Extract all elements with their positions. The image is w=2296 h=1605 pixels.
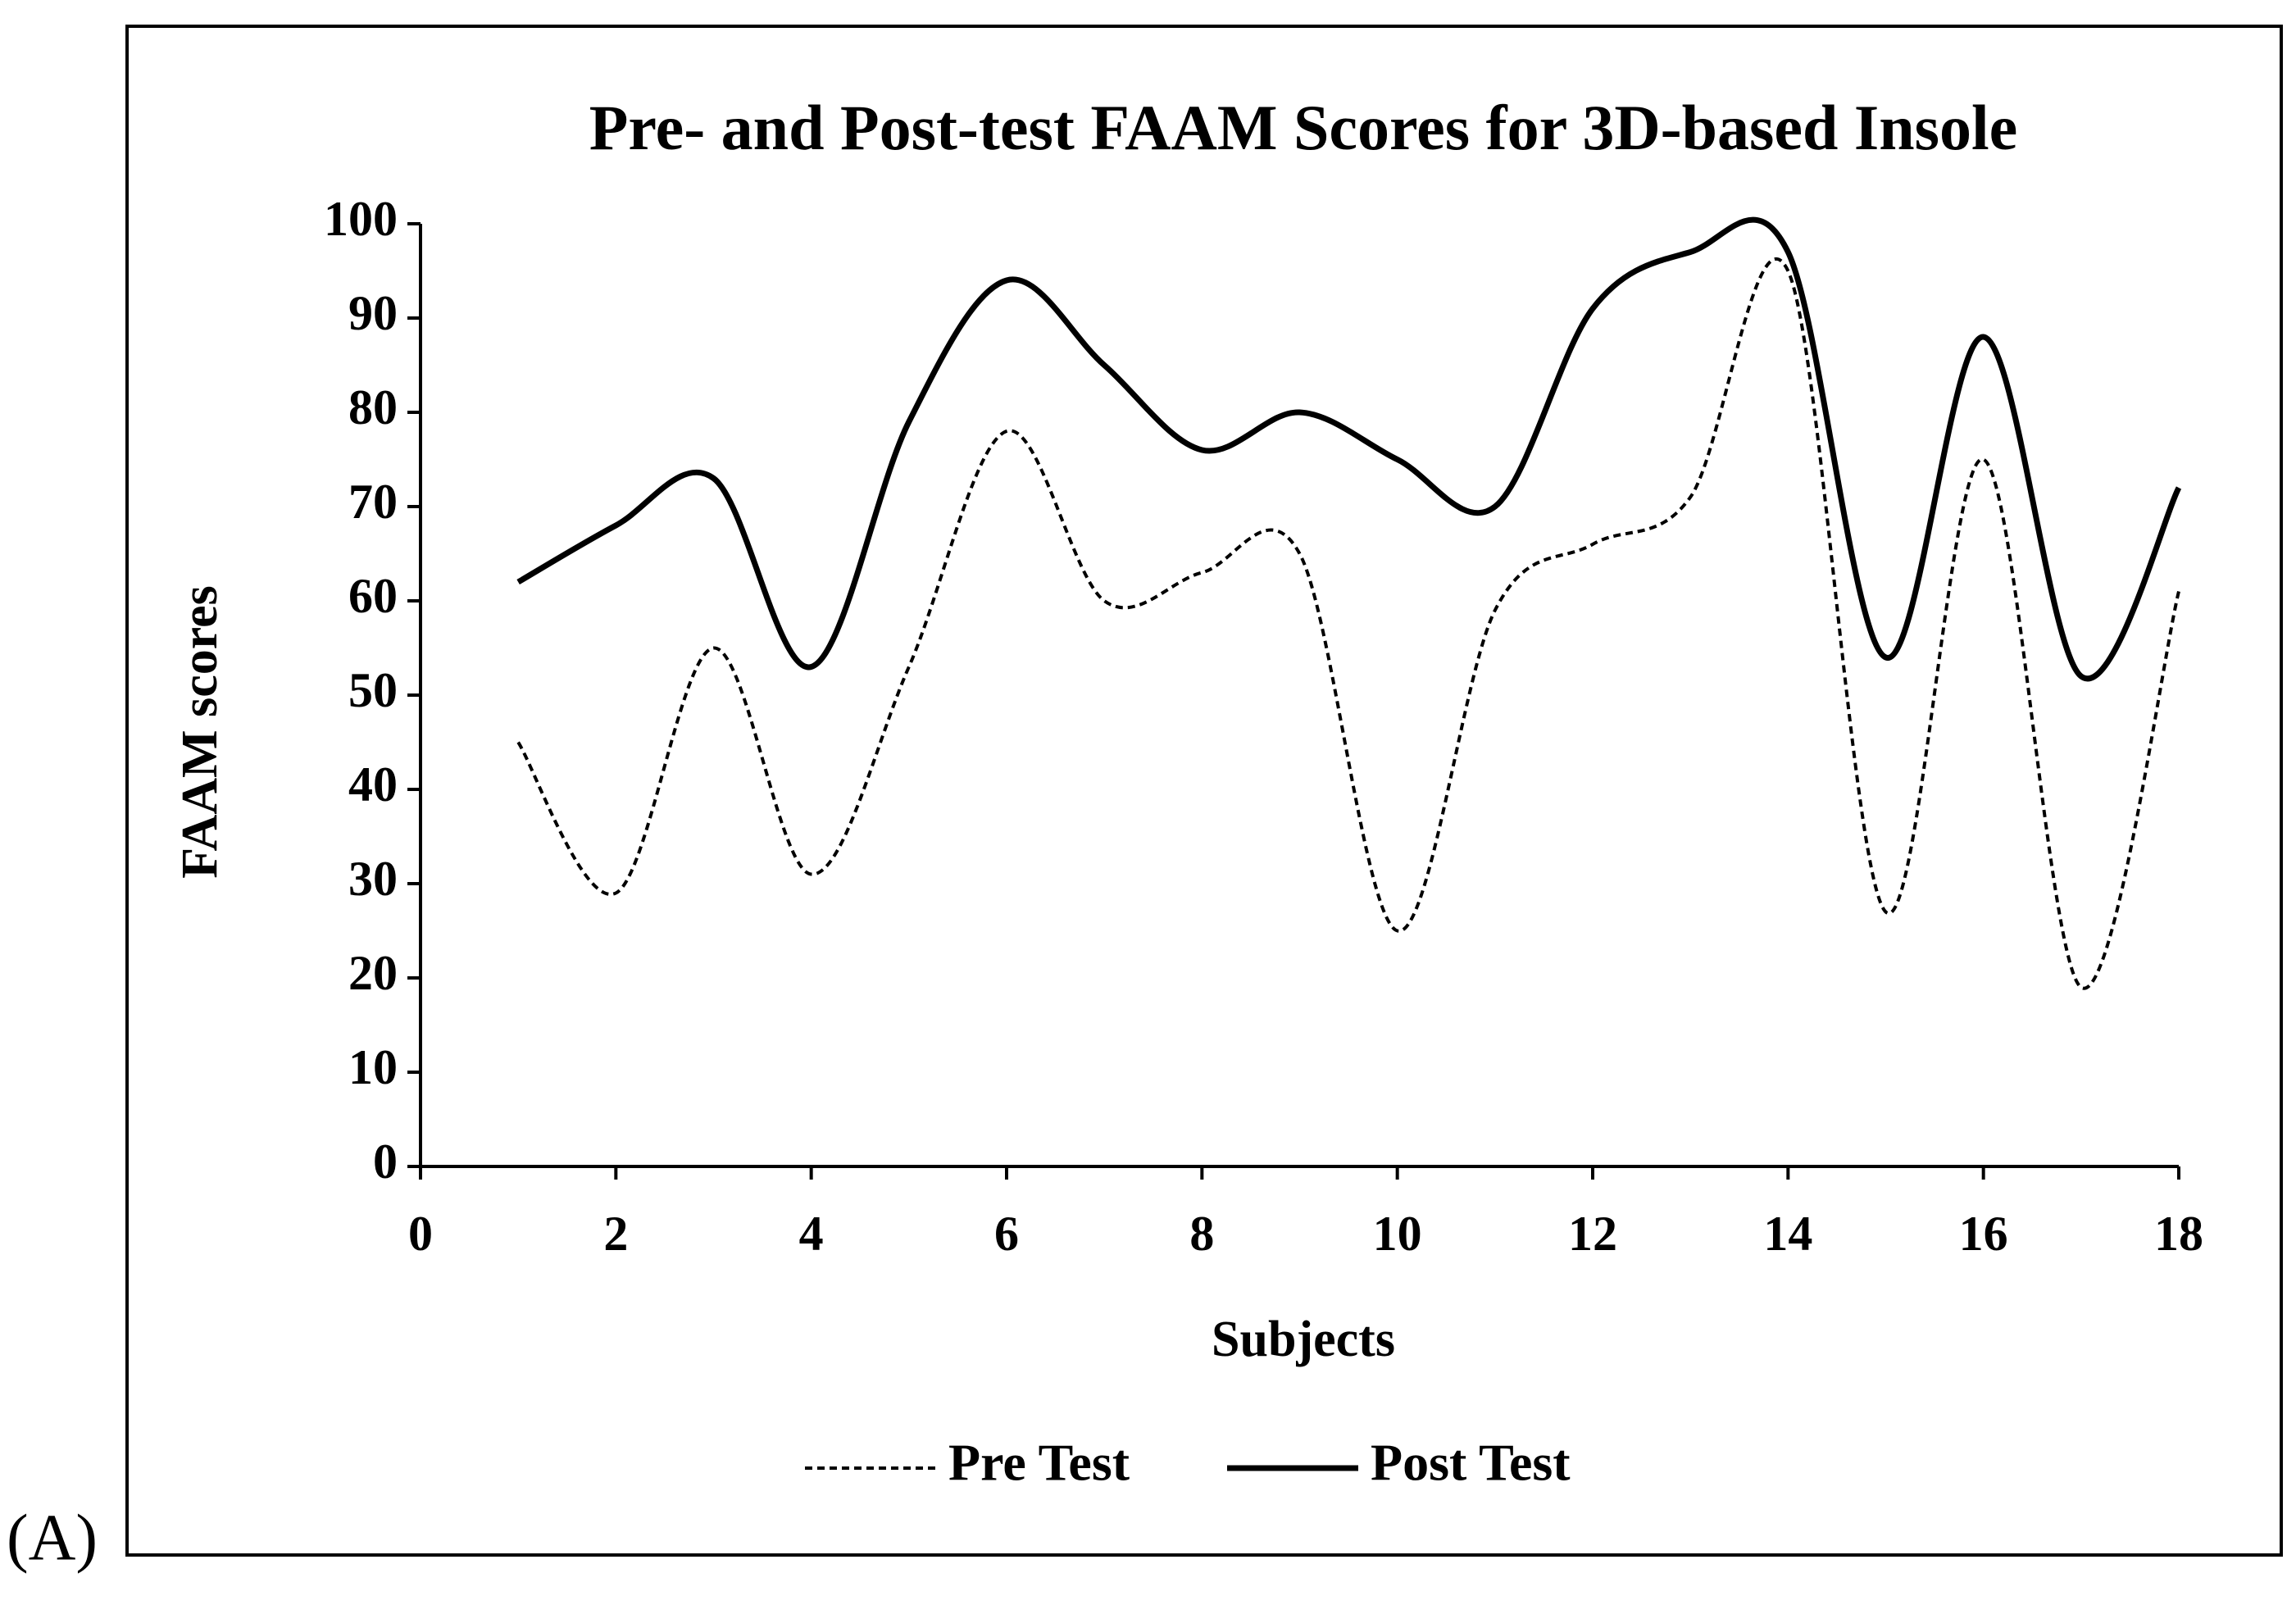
y-tick-label: 40 <box>348 757 398 812</box>
legend-label: Pre Test <box>948 1434 1130 1492</box>
x-tick-label: 8 <box>1189 1207 1214 1261</box>
panel-label: (A) <box>7 1502 98 1574</box>
y-tick-label: 30 <box>348 852 398 906</box>
series-line <box>516 216 2182 682</box>
x-tick-label: 0 <box>408 1207 433 1261</box>
y-axis-label: FAAM scores <box>172 585 228 879</box>
x-tick-label: 14 <box>1763 1207 1812 1261</box>
x-tick-label: 2 <box>603 1207 628 1261</box>
x-tick-label: 18 <box>2154 1207 2203 1261</box>
x-tick-label: 16 <box>1959 1207 2008 1261</box>
series-line <box>516 257 2180 990</box>
frame <box>125 25 2283 1557</box>
y-tick-label: 100 <box>324 192 398 246</box>
x-axis-label: Subjects <box>1212 1312 1395 1367</box>
x-tick-label: 12 <box>1568 1207 1617 1261</box>
y-tick-label: 10 <box>348 1040 398 1094</box>
y-tick-label: 50 <box>348 663 398 717</box>
y-tick-label: 70 <box>348 475 398 529</box>
y-tick-label: 0 <box>373 1134 398 1189</box>
legend-label: Post Test <box>1371 1434 1571 1492</box>
y-tick-label: 60 <box>348 569 398 623</box>
x-tick-label: 4 <box>799 1207 824 1261</box>
x-tick-label: 10 <box>1373 1207 1422 1261</box>
y-tick-label: 90 <box>348 286 398 340</box>
y-tick-label: 20 <box>348 946 398 1000</box>
chart-title: Pre- and Post-test FAAM Scores for 3D-ba… <box>589 92 2018 163</box>
y-tick-label: 80 <box>348 380 398 434</box>
x-tick-label: 6 <box>994 1207 1019 1261</box>
